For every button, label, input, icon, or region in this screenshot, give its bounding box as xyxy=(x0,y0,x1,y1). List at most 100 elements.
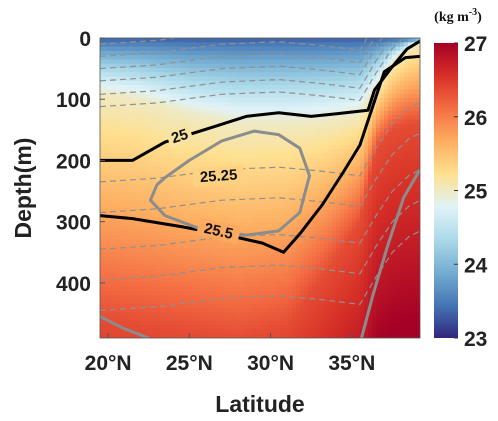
field-cell xyxy=(384,89,389,95)
field-cell xyxy=(368,63,373,69)
field-cell xyxy=(216,153,221,159)
field-cell xyxy=(380,98,385,103)
field-cell xyxy=(348,179,353,185)
field-cell xyxy=(292,59,297,65)
field-cell xyxy=(228,85,233,91)
field-cell xyxy=(364,136,369,142)
field-cell xyxy=(360,239,365,245)
field-cell xyxy=(244,308,249,313)
field-cell xyxy=(192,119,197,125)
field-cell xyxy=(216,46,221,52)
field-cell xyxy=(116,72,121,78)
field-cell xyxy=(284,102,289,108)
field-cell xyxy=(292,46,297,52)
field-cell xyxy=(348,72,353,78)
field-cell xyxy=(360,222,365,228)
field-cell xyxy=(236,183,241,189)
field-cell xyxy=(128,170,133,176)
field-cell xyxy=(192,46,197,52)
field-cell xyxy=(188,46,193,52)
field-cell xyxy=(224,158,229,163)
field-cell xyxy=(192,63,197,69)
field-cell xyxy=(360,85,365,91)
field-cell xyxy=(196,46,201,52)
field-cell xyxy=(296,290,301,296)
field-cell xyxy=(136,248,141,253)
field-cell xyxy=(212,260,217,266)
field-cell xyxy=(252,93,257,99)
field-cell xyxy=(340,63,345,69)
field-cell xyxy=(316,213,321,219)
field-cell xyxy=(120,59,125,65)
field-cell xyxy=(204,205,209,211)
field-cell xyxy=(204,239,209,245)
field-cell xyxy=(212,290,217,296)
field-cell xyxy=(220,282,225,288)
field-cell xyxy=(372,46,377,52)
field-cell xyxy=(320,106,325,112)
field-cell xyxy=(244,38,249,43)
field-cell xyxy=(276,72,281,78)
field-cell xyxy=(184,243,189,249)
field-cell xyxy=(104,239,109,245)
field-cell xyxy=(268,320,273,326)
field-cell xyxy=(152,68,157,73)
field-cell xyxy=(140,230,145,236)
field-cell xyxy=(112,80,117,86)
field-cell xyxy=(204,59,209,65)
field-cell xyxy=(184,329,189,335)
field-cell xyxy=(380,153,385,159)
field-cell xyxy=(244,209,249,215)
field-cell xyxy=(176,329,181,335)
field-cell xyxy=(104,308,109,313)
field-cell xyxy=(220,213,225,219)
field-cell xyxy=(212,308,217,313)
field-cell xyxy=(168,218,173,223)
field-cell xyxy=(324,85,329,91)
field-cell xyxy=(328,278,333,283)
field-cell xyxy=(372,59,377,65)
field-cell xyxy=(308,256,313,262)
field-cell xyxy=(104,205,109,211)
field-cell xyxy=(176,59,181,65)
field-cell xyxy=(128,188,133,193)
field-cell xyxy=(252,136,257,142)
field-cell xyxy=(184,153,189,159)
field-cell xyxy=(352,333,357,338)
field-cell xyxy=(252,243,257,249)
field-cell xyxy=(368,46,373,52)
field-cell xyxy=(172,59,177,65)
field-cell xyxy=(288,80,293,86)
field-cell xyxy=(192,55,197,61)
field-cell xyxy=(156,175,161,181)
field-cell xyxy=(304,192,309,198)
field-cell xyxy=(292,153,297,159)
field-cell xyxy=(116,333,121,338)
field-cell xyxy=(316,136,321,142)
field-cell xyxy=(372,299,377,305)
field-cell xyxy=(132,333,137,338)
field-cell xyxy=(308,76,313,82)
field-cell xyxy=(188,85,193,91)
field-cell xyxy=(148,235,153,241)
field-cell xyxy=(244,106,249,112)
field-cell xyxy=(196,119,201,125)
field-cell xyxy=(268,93,273,99)
field-cell xyxy=(152,115,157,121)
field-cell xyxy=(224,248,229,253)
field-cell xyxy=(344,153,349,159)
field-cell xyxy=(332,303,337,309)
field-cell xyxy=(292,269,297,275)
field-cell xyxy=(256,316,261,322)
field-cell xyxy=(352,115,357,121)
field-cell xyxy=(304,303,309,309)
field-cell xyxy=(180,179,185,185)
field-cell xyxy=(208,85,213,91)
field-cell xyxy=(268,248,273,253)
field-cell xyxy=(196,140,201,146)
field-cell xyxy=(124,68,129,73)
field-cell xyxy=(164,145,169,151)
field-cell xyxy=(328,80,333,86)
field-cell xyxy=(232,329,237,335)
field-cell xyxy=(352,256,357,262)
